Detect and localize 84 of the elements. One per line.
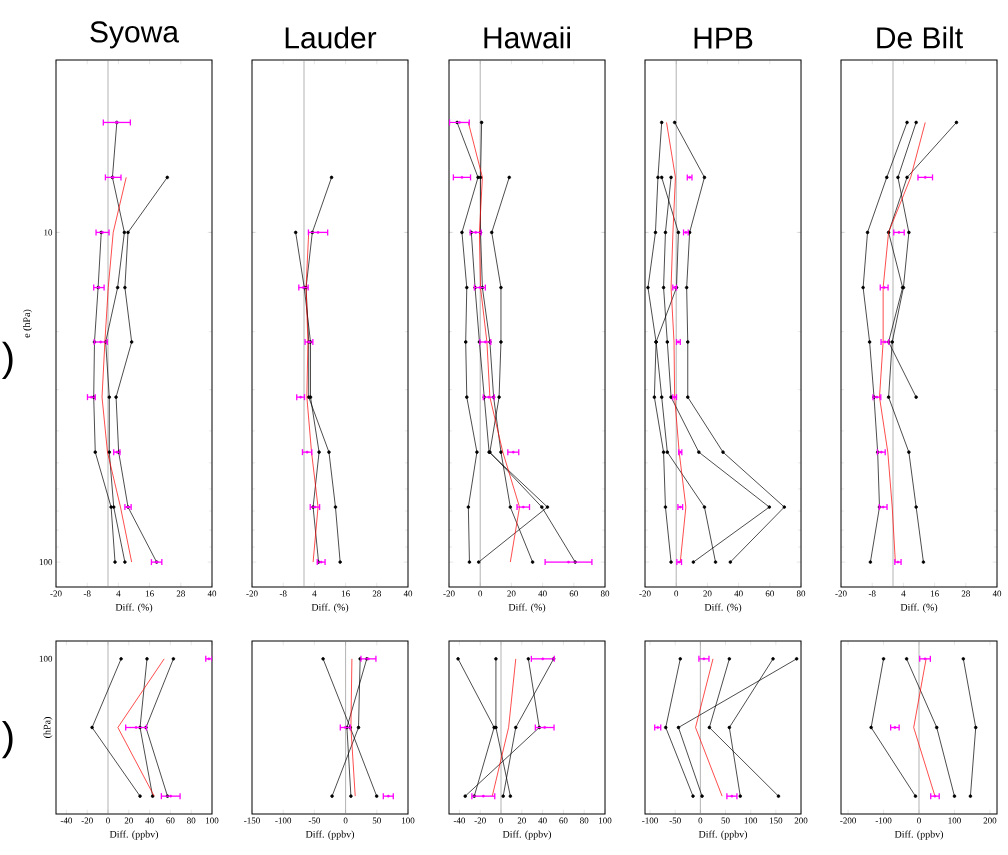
x-tick-label: -20 <box>50 590 62 597</box>
x-tick-label: 60 <box>166 817 175 824</box>
x-tick-label: 16 <box>145 590 154 597</box>
x-tick-label: 20 <box>507 590 516 597</box>
text: ) <box>1 720 13 759</box>
x-tick-label: 20 <box>703 590 712 597</box>
x-tick-label: 40 <box>207 590 217 597</box>
x-tick-label: 50 <box>372 817 381 824</box>
x-tick-label: 100 <box>206 817 219 824</box>
x-tick-label: -100 <box>642 817 658 824</box>
x-tick-label: 0 <box>343 817 348 824</box>
x-tick-label: 28 <box>372 590 381 597</box>
y-tick-label: 10 <box>44 229 53 236</box>
x-tick-label: 80 <box>187 817 196 824</box>
chart-title: De Bilt <box>877 26 963 49</box>
x-axis-title: Diff. (ppbv) <box>502 830 552 840</box>
x-tick-label: -20 <box>639 590 651 597</box>
x-tick-label: -20 <box>474 817 486 824</box>
x-tick-label: -20 <box>246 590 258 597</box>
x-tick-label: 100 <box>599 817 612 824</box>
y-axis-title: e (hPa) <box>23 309 33 338</box>
x-tick-label: 40 <box>538 817 547 824</box>
x-tick-label: 4 <box>116 590 121 597</box>
text: ) <box>1 341 13 380</box>
x-tick-label: 200 <box>983 817 997 824</box>
x-tick-label: -40 <box>60 817 73 824</box>
x-tick-label: -8 <box>279 590 287 597</box>
x-tick-label: 80 <box>796 590 806 597</box>
x-axis-title: Diff. (%) <box>704 603 742 613</box>
x-tick-label: 0 <box>499 817 503 824</box>
y-axis-title: (hPa) <box>43 717 53 738</box>
x-tick-label: 40 <box>538 590 547 597</box>
x-tick-label: 4 <box>312 590 317 597</box>
x-tick-label: 0 <box>698 817 703 824</box>
x-axis-title: Diff. (ppbv) <box>698 830 748 840</box>
chart-title: HPB <box>694 27 753 49</box>
x-tick-label: -100 <box>275 817 292 824</box>
x-axis-title: Diff. (%) <box>508 603 546 613</box>
x-tick-label: -8 <box>83 590 91 597</box>
x-tick-label: 60 <box>559 817 568 824</box>
x-tick-label: 200 <box>794 817 808 824</box>
x-tick-label: 4 <box>901 590 906 597</box>
x-tick-label: 0 <box>674 590 679 597</box>
x-axis-title: Diff. (%) <box>900 603 938 613</box>
x-tick-label: 80 <box>580 817 589 824</box>
x-tick-label: 150 <box>769 817 783 824</box>
x-tick-label: 40 <box>145 817 154 824</box>
x-tick-label: 16 <box>930 590 939 597</box>
x-tick-label: 100 <box>744 817 758 824</box>
chart-title: Lauder <box>285 26 377 49</box>
x-axis-title: Diff. (ppbv) <box>109 830 159 840</box>
x-tick-label: 40 <box>734 590 743 597</box>
x-tick-label: 28 <box>176 590 185 597</box>
x-tick-label: 20 <box>517 817 526 824</box>
x-tick-label: 60 <box>569 590 578 597</box>
chart-title: Syowa <box>90 21 180 49</box>
chart-title: Hawaii <box>484 26 570 49</box>
x-tick-label: 0 <box>478 590 483 597</box>
x-tick-label: 40 <box>992 590 1002 597</box>
x-tick-label: 0 <box>917 817 921 824</box>
x-tick-label: 40 <box>403 590 413 597</box>
x-tick-label: 0 <box>106 817 110 824</box>
x-tick-label: 50 <box>721 817 730 824</box>
x-tick-label: 60 <box>765 590 774 597</box>
x-tick-label: 20 <box>124 817 133 824</box>
x-tick-label: -40 <box>453 817 466 824</box>
x-tick-label: -50 <box>669 817 681 824</box>
x-axis-title: Diff. (%) <box>311 603 349 613</box>
x-tick-label: -50 <box>308 817 321 824</box>
x-tick-label: 80 <box>600 590 610 597</box>
x-axis-title: Diff. (ppbv) <box>305 830 355 840</box>
x-tick-label: 28 <box>961 590 970 597</box>
x-axis-title: Diff. (%) <box>115 603 153 613</box>
x-tick-label: -200 <box>840 817 857 824</box>
x-tick-label: 16 <box>341 590 350 597</box>
x-axis-title: Diff. (ppbv) <box>894 830 944 840</box>
x-tick-label: -100 <box>875 817 892 824</box>
x-tick-label: 100 <box>948 817 961 824</box>
x-tick-label: -150 <box>244 817 260 824</box>
x-tick-label: 100 <box>402 817 415 824</box>
x-tick-label: -8 <box>868 590 876 597</box>
x-tick-label: -20 <box>443 590 455 597</box>
x-tick-label: -20 <box>81 817 93 824</box>
x-tick-label: -20 <box>835 590 847 597</box>
